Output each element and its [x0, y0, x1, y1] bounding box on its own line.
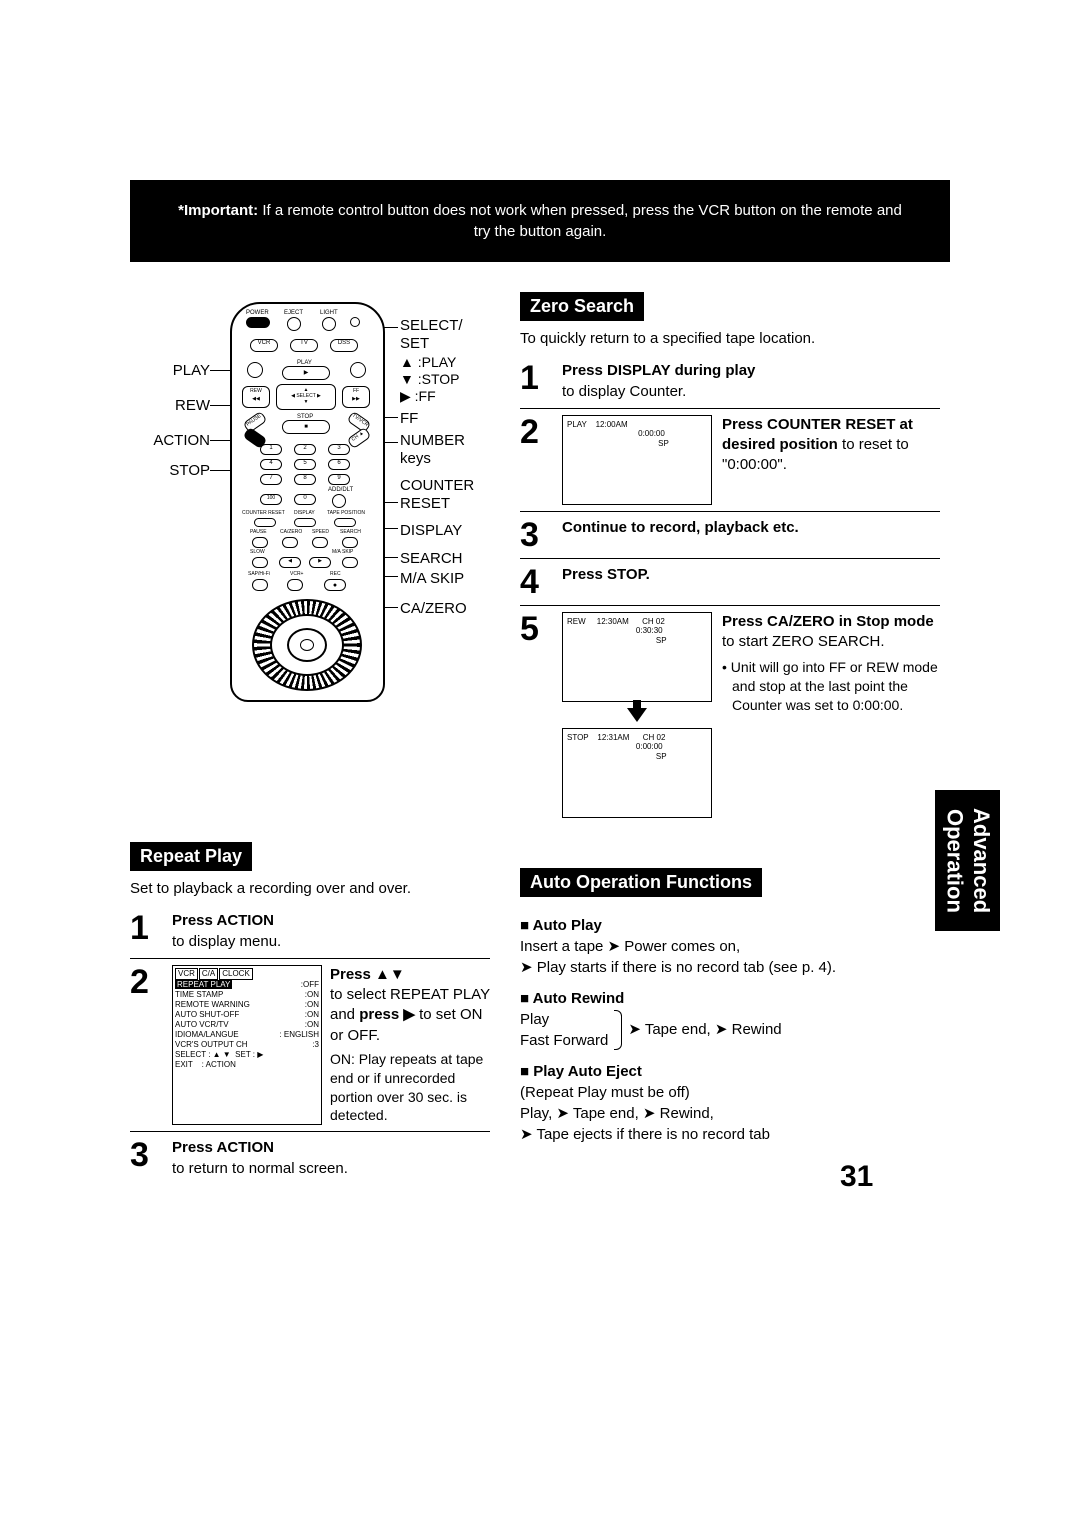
remote-body: POWER EJECT LIGHT VCR TV DSS	[230, 302, 385, 702]
label-ff: FF	[400, 410, 418, 428]
zs-step5: 5 REW 12:30AM CH 02 0:30:30 SP STOP 12:3…	[520, 605, 940, 828]
important-bold: *Important:	[178, 202, 258, 219]
label-number: NUMBER keys	[400, 432, 465, 468]
osd-stop: STOP 12:31AM CH 02 0:00:00 SP	[562, 728, 712, 818]
label-maskip: M/A SKIP	[400, 570, 464, 588]
label-search: SEARCH	[400, 550, 463, 568]
zs-step2: 2 PLAY 12:00AM 0:00:00 SP Press COUNTER …	[520, 408, 940, 511]
repeat-step3: 3 Press ACTION to return to normal scree…	[130, 1131, 490, 1185]
repeat-step1: 1 Press ACTION to display menu.	[130, 905, 490, 958]
bracket-icon	[614, 1010, 622, 1050]
label-display: DISPLAY	[400, 522, 462, 540]
arrow-down-icon	[627, 708, 647, 722]
label-play: PLAY	[130, 362, 210, 379]
label-rew: REW	[130, 397, 210, 414]
repeat-play-heading: Repeat Play	[130, 842, 252, 871]
auto-play-l1: Insert a tape ➤ Power comes on,	[520, 936, 940, 957]
section-tab: Advanced Operation	[935, 790, 1000, 931]
page-number: 31	[840, 1160, 873, 1194]
important-notice: *Important: If a remote control button d…	[130, 180, 950, 262]
osd-play: PLAY 12:00AM 0:00:00 SP	[562, 415, 712, 505]
repeat-play-intro: Set to playback a recording over and ove…	[130, 879, 490, 899]
osd-menu: VCRC/ACLOCK REPEAT PLAY:OFF TIME STAMP:O…	[172, 965, 322, 1126]
label-select-sub: ▲ :PLAY ▼ :STOP ▶ :FF	[400, 354, 460, 404]
repeat-step2: 2 VCRC/ACLOCK REPEAT PLAY:OFF TIME STAMP…	[130, 958, 490, 1132]
osd-rew: REW 12:30AM CH 02 0:30:30 SP	[562, 612, 712, 702]
auto-ops-heading: Auto Operation Functions	[520, 868, 762, 897]
remote-diagram: PLAY REW ACTION STOP SELECT/ SET ▲ :PLAY…	[130, 292, 490, 722]
auto-rewind-hd: Auto Rewind	[520, 990, 940, 1007]
zs-step1: 1 Press DISPLAY during play to display C…	[520, 355, 940, 408]
label-counter: COUNTER RESET	[400, 477, 474, 513]
zero-search-intro: To quickly return to a specified tape lo…	[520, 329, 940, 349]
zs-step4: 4 Press STOP.	[520, 558, 940, 605]
zs-step3: 3 Continue to record, playback etc.	[520, 511, 940, 558]
auto-play-hd: Auto Play	[520, 917, 940, 934]
label-select: SELECT/ SET	[400, 317, 463, 353]
zero-search-heading: Zero Search	[520, 292, 644, 321]
auto-play-l2: ➤ Play starts if there is no record tab …	[520, 957, 940, 978]
important-text: If a remote control button does not work…	[262, 202, 902, 240]
play-eject-hd: Play Auto Eject	[520, 1063, 940, 1080]
label-stop: STOP	[130, 462, 210, 479]
label-action: ACTION	[130, 432, 210, 449]
label-cazero: CA/ZERO	[400, 600, 467, 618]
